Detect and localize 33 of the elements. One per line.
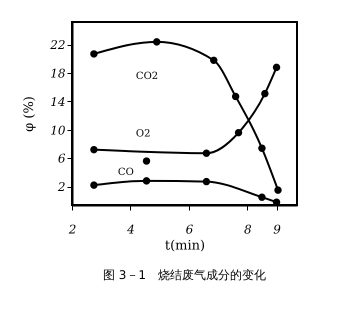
y-tick-label: 10 xyxy=(50,123,66,138)
text: CO2 xyxy=(136,70,158,82)
y-tick-label: 22 xyxy=(49,38,66,52)
point xyxy=(142,177,150,185)
text: 图 3－1 烧结废气成分的变化 xyxy=(102,268,266,282)
point xyxy=(90,181,98,189)
x-axis-title: t(min) xyxy=(164,238,206,254)
point xyxy=(232,92,240,100)
series-label: O2 xyxy=(136,128,150,140)
y-tick-label: 2 xyxy=(56,180,66,194)
point xyxy=(261,90,269,98)
point xyxy=(153,38,160,46)
point xyxy=(142,157,150,165)
point xyxy=(202,178,210,186)
y-axis-title: φ (%) xyxy=(22,96,38,132)
point xyxy=(234,128,242,136)
point xyxy=(90,50,98,58)
y-tick-label: 6 xyxy=(58,152,66,166)
y-tick-label: 18 xyxy=(50,66,66,81)
x-tick-label: 8 xyxy=(244,222,252,236)
y-tick-label: 14 xyxy=(50,94,66,109)
point xyxy=(274,186,282,194)
x-tick-label: 6 xyxy=(186,222,194,236)
x-tick-label: 4 xyxy=(126,222,135,236)
x-tick-label: 9 xyxy=(273,222,282,236)
point xyxy=(202,150,210,157)
series-label: CO xyxy=(118,167,134,178)
point xyxy=(272,64,280,72)
point xyxy=(258,193,266,201)
point xyxy=(90,146,98,154)
point xyxy=(258,144,266,152)
point xyxy=(210,56,218,64)
x-tick-label: 2 xyxy=(68,222,76,236)
